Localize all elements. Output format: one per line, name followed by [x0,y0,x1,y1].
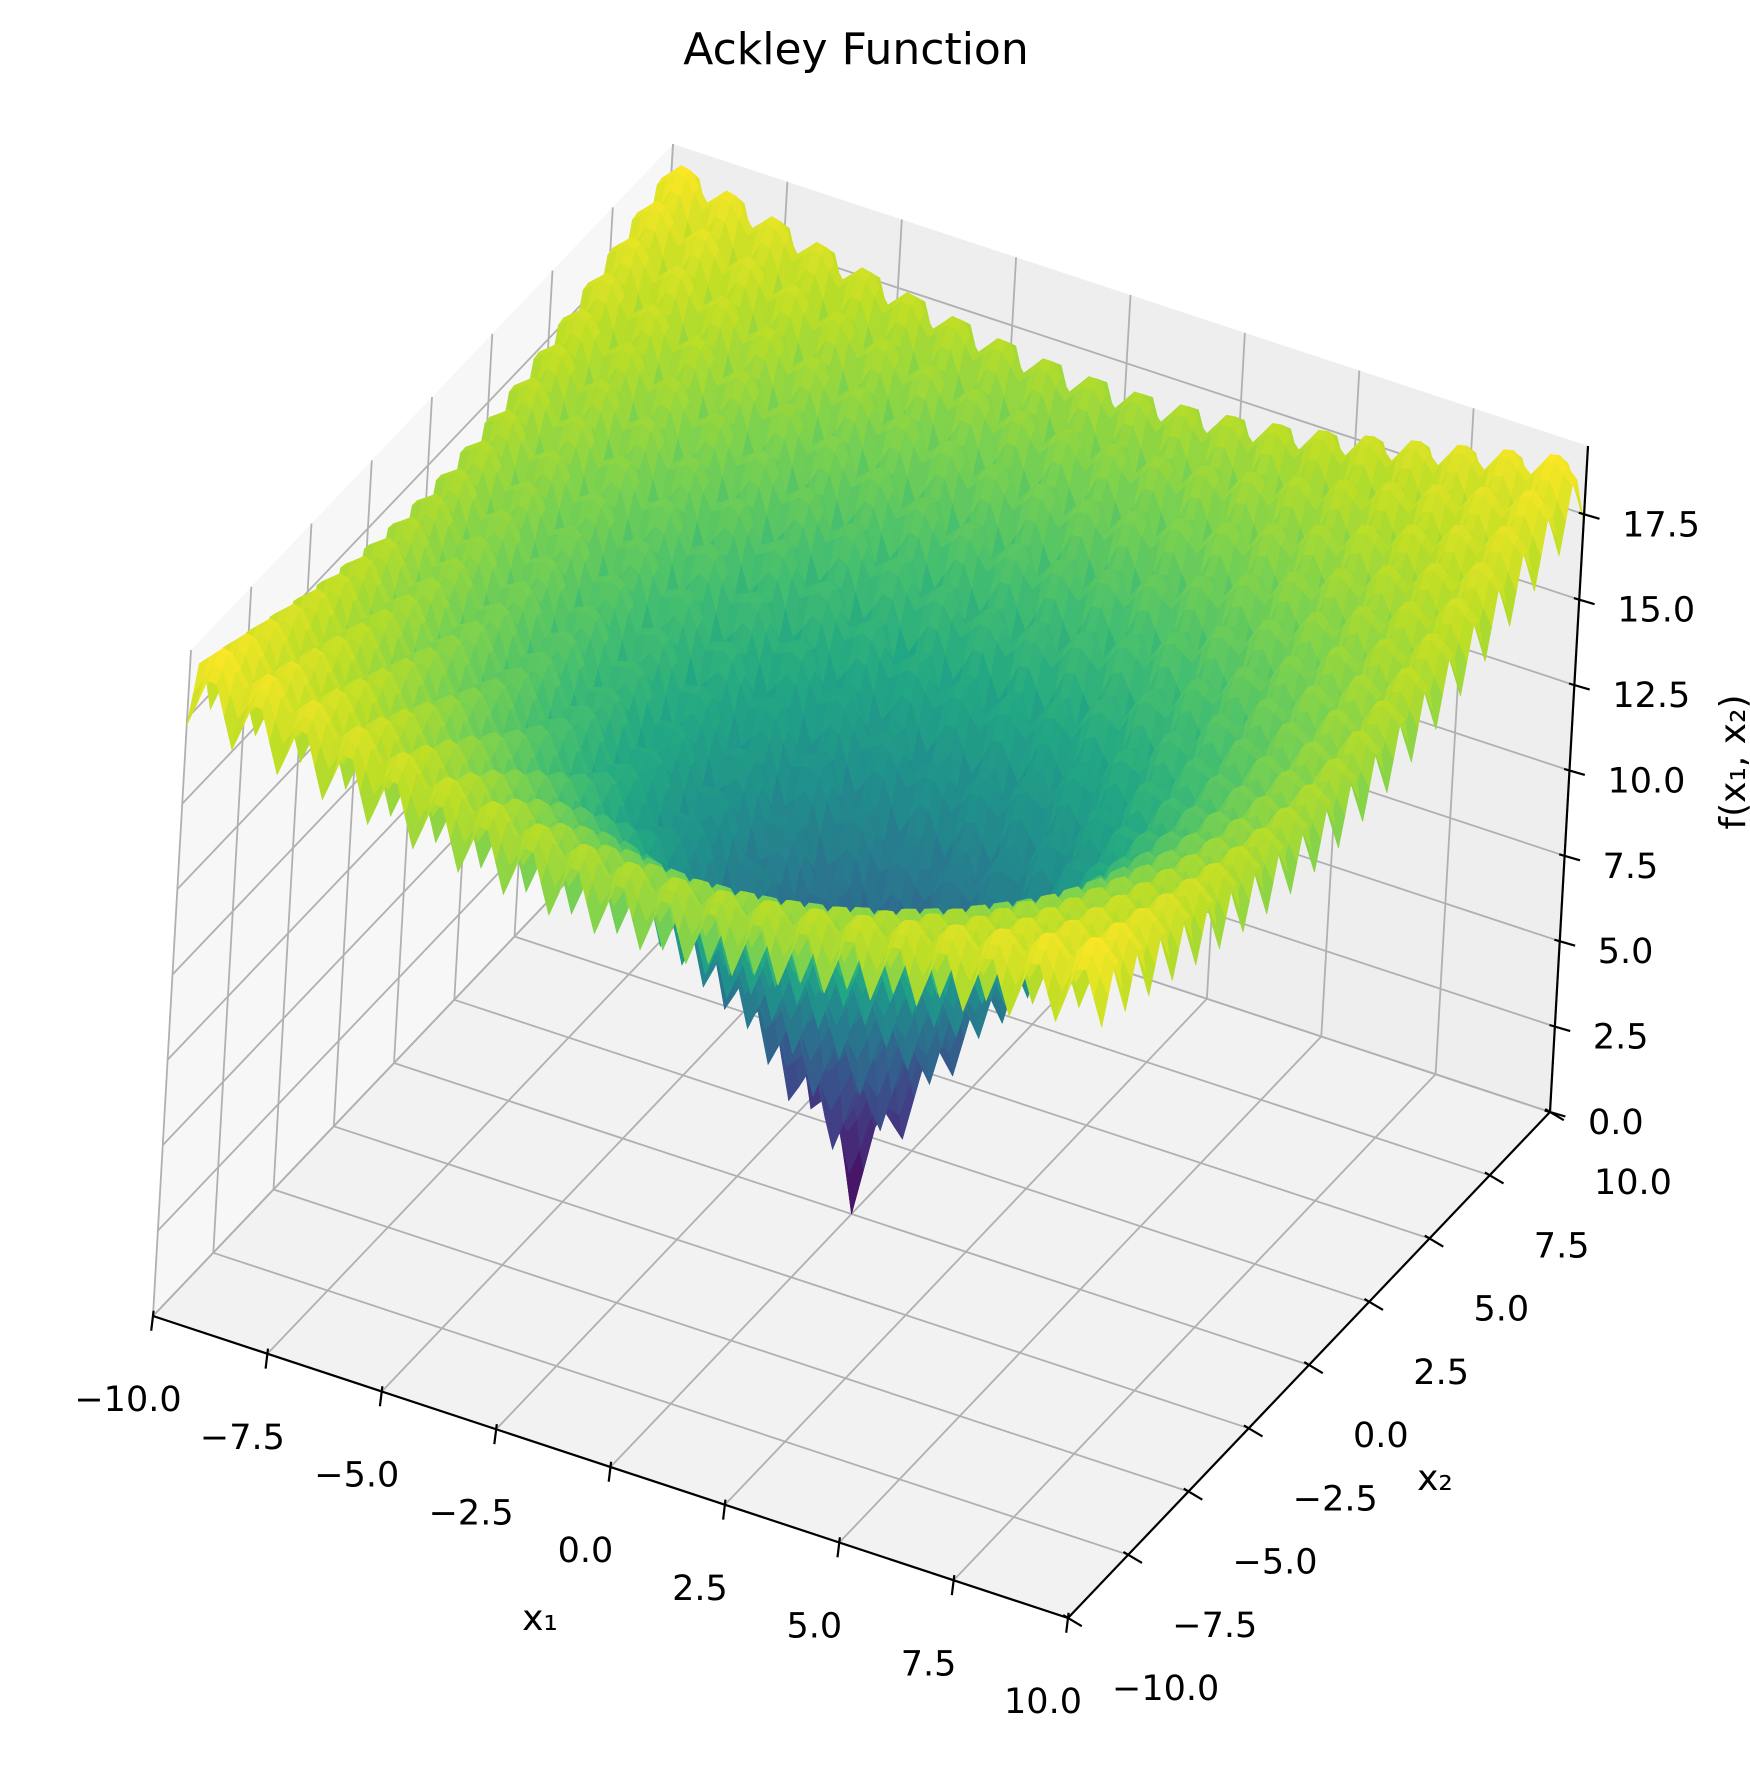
grid-line-y-left [152,649,192,1317]
grid-line-y-floor [333,1125,1250,1430]
grid-line-y-floor [273,1188,1189,1493]
grid-line-y-floor [514,935,1430,1240]
grid-line-y-floor [454,998,1370,1303]
chart-title: Ackley Function [683,24,1028,75]
surface-plot [186,165,1584,1215]
grid-line-y-floor [213,1251,1129,1556]
